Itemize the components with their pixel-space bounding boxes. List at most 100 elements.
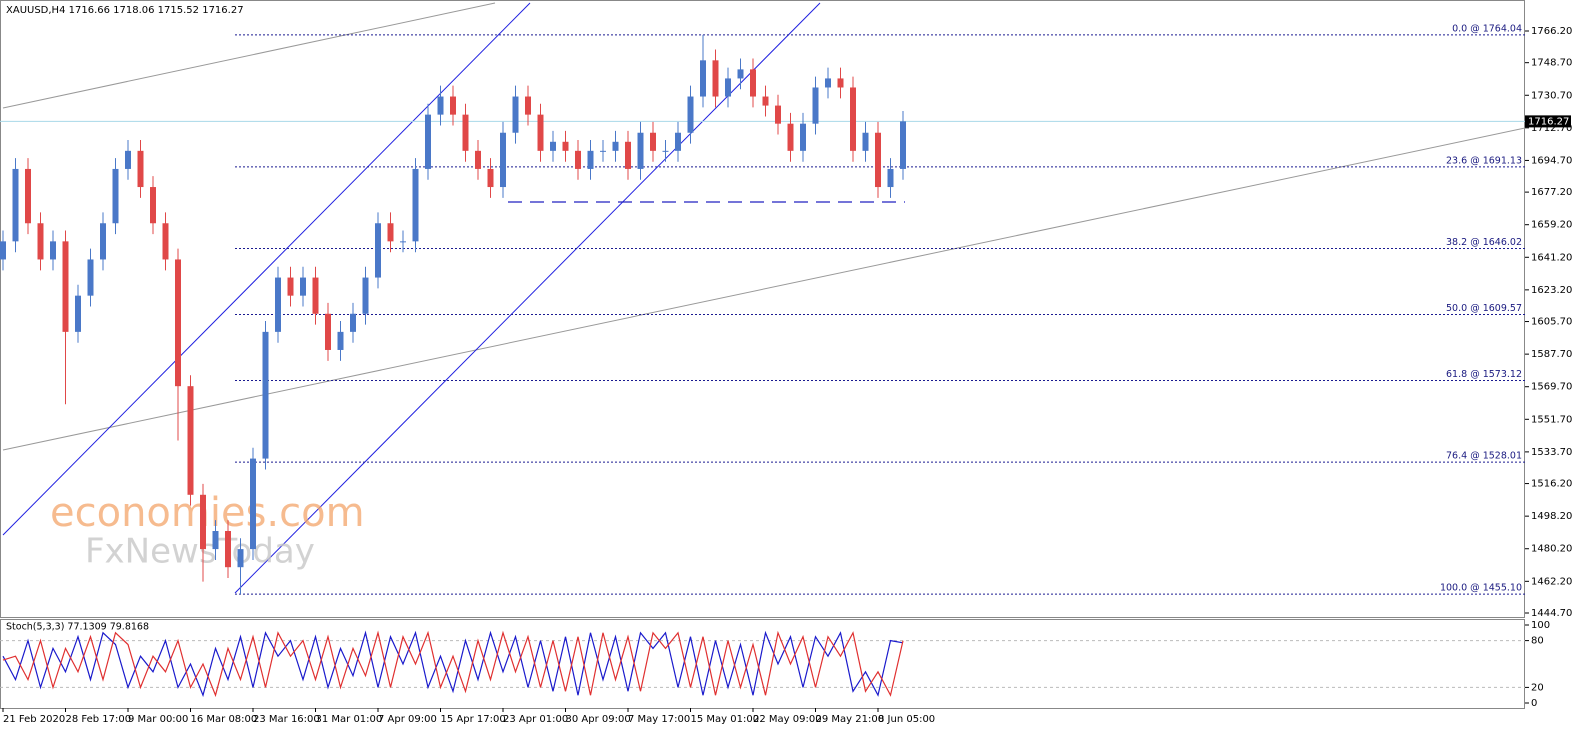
candle-body [300,277,306,296]
y-tick-label: 1569.70 [1531,382,1572,393]
x-tick-label: 15 May 01:00 [691,714,760,725]
candle-body [37,223,44,260]
fib-label: 38.2 @ 1646.02 [1446,237,1522,248]
candle-body [87,259,94,296]
candle-body [600,150,606,152]
candle-body [900,121,906,169]
candle-body [425,114,431,169]
candle-body [850,87,856,151]
candle-body [812,87,819,124]
candle-body [25,168,31,224]
x-tick-label: 23 Apr 01:00 [503,714,568,725]
candle-body [525,96,531,115]
candle-body [200,494,206,550]
x-tick-label: 7 May 17:00 [628,714,690,725]
candle-body [637,132,644,169]
channel-line [2,2,531,536]
y-tick-label: 1730.70 [1531,90,1572,101]
candle-body [862,132,869,151]
candle-body [312,277,319,314]
trend-line [2,127,1526,451]
candle-body [625,141,631,169]
candle-body [325,313,331,350]
y-tick-label: 100 [1531,620,1550,631]
candle-body [437,96,444,115]
x-tick-label: 9 Mar 00:00 [128,714,188,725]
y-tick-label: 1659.20 [1531,220,1572,231]
fib-label: 50.0 @ 1609.57 [1446,303,1522,314]
candle-body [0,241,6,260]
candle-body [62,241,69,332]
fib-label: 76.4 @ 1528.01 [1446,451,1522,462]
candle-body [162,223,169,260]
y-tick-label: 1677.20 [1531,187,1572,198]
x-tick-label: 22 May 09:00 [753,714,822,725]
y-tick-label: 1748.70 [1531,58,1572,69]
channel-line [234,2,821,594]
candle-body [450,96,456,115]
candle-body [800,123,806,151]
candle-body [737,69,744,79]
trend-line [2,2,496,109]
candle-body [587,150,594,169]
stoch-line [2,630,904,698]
candle-body [275,277,281,332]
x-tick-label: 30 Apr 09:00 [566,714,631,725]
candle-body [662,150,669,152]
candle-body [762,96,769,106]
x-tick-label: 21 Feb 2020 [3,714,65,725]
candle-body [50,241,56,260]
candle-body [12,168,19,242]
candle-body [412,168,419,242]
x-tick-label: 29 May 21:00 [816,714,885,725]
y-tick-label: 1551.70 [1531,414,1572,425]
candle-body [337,331,344,350]
candle-body [700,60,706,97]
candle-body [650,132,656,151]
candle-body [825,78,831,88]
candle-body [175,259,181,387]
candle-body [687,96,694,133]
candle-body [75,295,81,332]
fib-label: 100.0 @ 1455.10 [1440,583,1522,594]
fib-label: 61.8 @ 1573.12 [1446,369,1522,380]
candle-body [262,331,269,459]
y-tick-label: 20 [1531,682,1544,693]
candle-body [350,313,356,332]
indicator-frame [0,619,1525,709]
x-tick-label: 16 Mar 08:00 [191,714,258,725]
y-tick-label: 1712.70 [1531,123,1572,134]
candle-body [125,150,131,169]
y-tick-label: 1533.70 [1531,447,1572,458]
watermark: economies.com [50,490,365,536]
fib-label: 23.6 @ 1691.13 [1446,155,1522,166]
candle-body [112,168,119,224]
candle-body [487,168,494,188]
candle-body [100,223,106,260]
candle-body [887,168,894,188]
candle-body [150,187,156,224]
x-tick-label: 8 Jun 05:00 [878,714,935,725]
stoch-line [2,630,904,698]
candle-body [875,132,881,188]
y-tick-label: 0 [1531,698,1537,709]
candle-body [137,150,144,188]
x-tick-label: 28 Feb 17:00 [66,714,132,725]
candle-body [512,96,519,133]
y-tick-label: 1444.70 [1531,608,1572,619]
candle-body [375,223,381,278]
candle-body [675,132,681,151]
candle-body [725,78,731,97]
candle-body [462,114,469,151]
candle-body [712,60,719,97]
indicator-title: Stoch(5,3,3) 77.1309 79.8168 [6,622,149,633]
y-tick-label: 1462.20 [1531,576,1572,587]
candle-body [550,141,556,151]
y-tick-label: 80 [1531,636,1544,647]
candle-body [575,150,581,169]
candle-body [750,69,756,97]
candle-body [400,241,406,243]
x-tick-label: 31 Mar 01:00 [316,714,383,725]
candle-body [250,458,256,550]
